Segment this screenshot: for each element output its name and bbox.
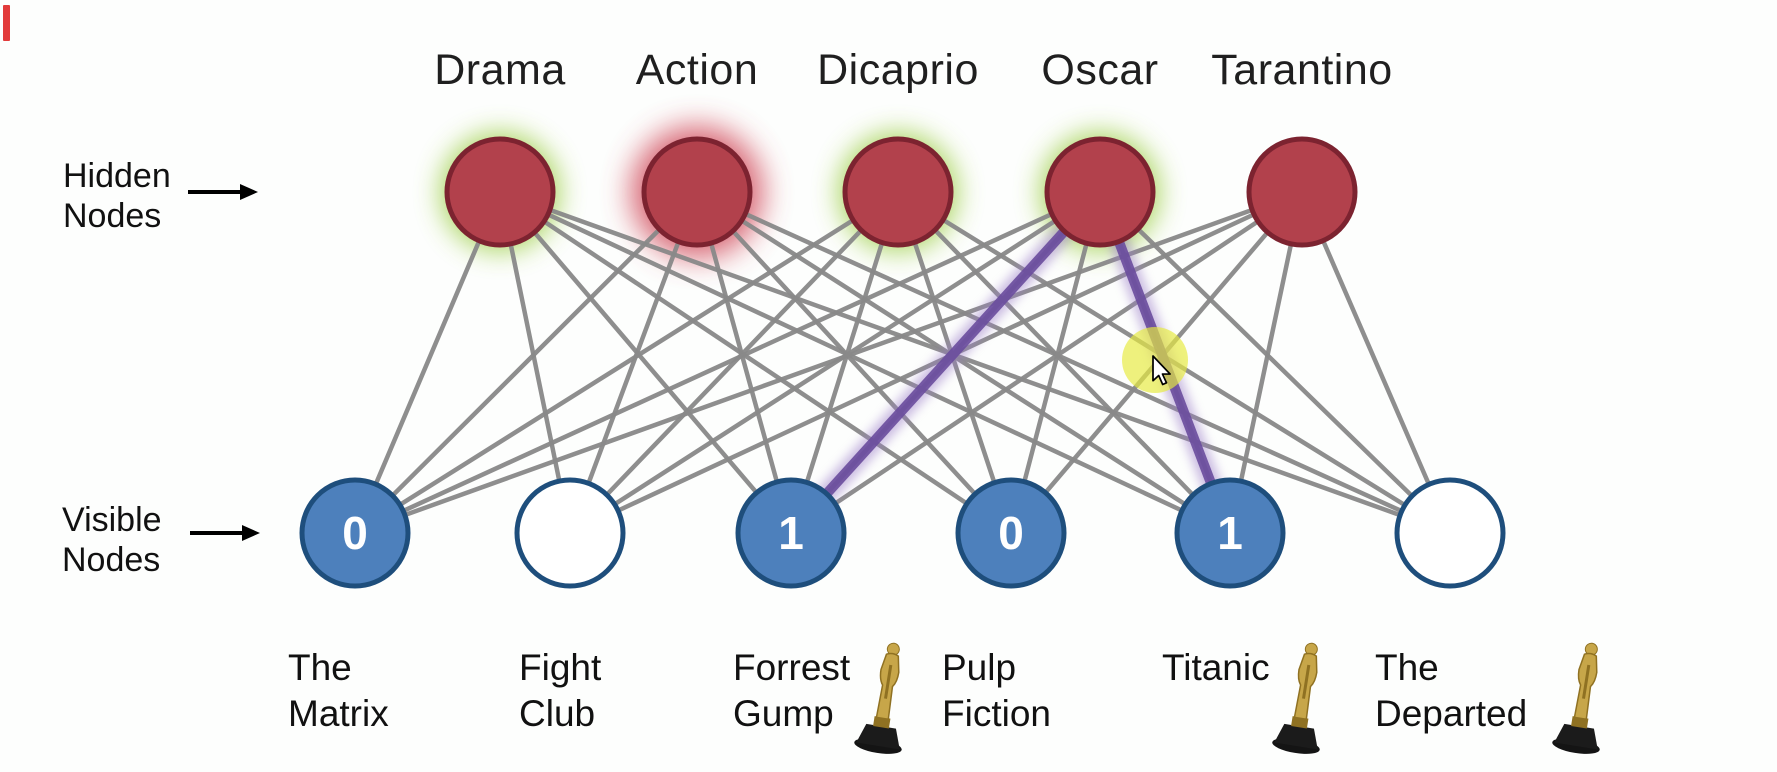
edge-drama-forrest-gump bbox=[497, 189, 794, 536]
visible-node-label-pulp-fiction: Pulp Fiction bbox=[942, 645, 1051, 737]
edge-action-forrest-gump bbox=[694, 189, 794, 536]
edge-action-pulp-fiction bbox=[694, 189, 1014, 536]
annotation-line: Nodes bbox=[62, 541, 161, 579]
visible-node-label-the-matrix: The Matrix bbox=[288, 645, 389, 737]
label-line: Club bbox=[519, 693, 596, 734]
arrow-head bbox=[240, 184, 258, 200]
hidden-node-action bbox=[641, 136, 753, 248]
edge-action-fight-club bbox=[567, 189, 700, 536]
edge-action-the-matrix bbox=[352, 189, 700, 536]
edge-dicaprio-fight-club bbox=[567, 189, 901, 536]
edge-tarantino-titanic bbox=[1227, 189, 1305, 536]
visible-node-label-fight-club: Fight Club bbox=[519, 645, 601, 737]
oscar-trophy-icon-titanic bbox=[1272, 642, 1320, 754]
annotation-line: Hidden bbox=[63, 157, 171, 195]
visible-node-pulp-fiction bbox=[955, 477, 1067, 589]
visible-node-label-forrest-gump: Forrest Gump bbox=[733, 645, 850, 737]
edge-tarantino-the-matrix bbox=[352, 189, 1305, 536]
hidden-node-label-oscar: Oscar bbox=[1041, 46, 1159, 94]
oscar-trophy-icon-forrest-gump bbox=[854, 642, 902, 754]
trophy-base-cone bbox=[1274, 723, 1318, 750]
label-line: Pulp bbox=[942, 647, 1017, 688]
hidden-node-oscar bbox=[1044, 136, 1156, 248]
edge-dicaprio-the-matrix bbox=[352, 189, 901, 536]
hidden-node-drama bbox=[444, 136, 556, 248]
edge-oscar-pulp-fiction bbox=[1008, 189, 1103, 536]
label-line: Matrix bbox=[288, 693, 389, 734]
edge-tarantino-forrest-gump bbox=[788, 189, 1305, 536]
edge-oscar-the-departed bbox=[1097, 189, 1453, 536]
visible-node-label-titanic: Titanic bbox=[1162, 645, 1270, 691]
arrow-head bbox=[242, 525, 260, 541]
cursor-arrow-path bbox=[1152, 355, 1171, 386]
mouse-arrow-cursor-icon bbox=[1152, 355, 1171, 386]
annotation-line: Nodes bbox=[63, 197, 162, 235]
edge-drama-titanic bbox=[497, 189, 1233, 536]
hidden-nodes-annotation: Hidden Nodes bbox=[63, 156, 171, 236]
hidden-node-label-dicaprio: Dicaprio bbox=[817, 46, 979, 94]
hidden-node-label-tarantino: Tarantino bbox=[1211, 46, 1393, 94]
label-line: The bbox=[288, 647, 352, 688]
visible-node-the-departed bbox=[1394, 477, 1506, 589]
hidden-node-label-drama: Drama bbox=[434, 46, 566, 94]
label-line: Gump bbox=[733, 693, 834, 734]
edge-oscar-the-matrix bbox=[352, 189, 1103, 536]
hidden-node-dicaprio bbox=[842, 136, 954, 248]
edge-dicaprio-forrest-gump bbox=[788, 189, 901, 536]
hidden-nodes-arrow-icon bbox=[188, 184, 258, 200]
annotation-line: Visible bbox=[62, 501, 162, 539]
node-value-titanic: 1 bbox=[1217, 507, 1243, 559]
label-line: The bbox=[1375, 647, 1439, 688]
trophy-sword bbox=[1302, 664, 1311, 699]
edge-action-titanic bbox=[694, 189, 1233, 536]
trophy-base-cone bbox=[856, 723, 900, 750]
visible-node-the-matrix bbox=[299, 477, 411, 589]
visible-nodes-arrow-icon bbox=[190, 525, 260, 541]
edge-drama-the-departed bbox=[497, 189, 1453, 536]
visible-node-forrest-gump bbox=[735, 477, 847, 589]
label-line: Forrest bbox=[733, 647, 851, 688]
trophy-sword bbox=[1582, 664, 1591, 699]
label-line: Departed bbox=[1375, 693, 1528, 734]
edge-tarantino-the-departed bbox=[1299, 189, 1453, 536]
label-line: Titanic bbox=[1162, 647, 1270, 688]
node-value-the-matrix: 0 bbox=[342, 507, 368, 559]
trophy-base-cone bbox=[1554, 723, 1598, 750]
edge-dicaprio-titanic bbox=[895, 189, 1233, 536]
visible-node-label-the-departed: The Departed bbox=[1375, 645, 1527, 737]
visible-node-titanic bbox=[1174, 477, 1286, 589]
node-value-forrest-gump: 1 bbox=[778, 507, 804, 559]
edge-drama-pulp-fiction bbox=[497, 189, 1014, 536]
label-line: Fiction bbox=[942, 693, 1051, 734]
hidden-node-label-action: Action bbox=[635, 46, 759, 94]
hidden-node-tarantino bbox=[1246, 136, 1358, 248]
highlighted-edge-oscar-forrest-gump bbox=[786, 187, 1105, 538]
node-value-pulp-fiction: 0 bbox=[998, 507, 1024, 559]
edge-drama-fight-club bbox=[497, 189, 573, 536]
red-marker bbox=[3, 5, 10, 41]
visible-node-fight-club bbox=[514, 477, 626, 589]
edge-drama-the-matrix bbox=[352, 189, 503, 536]
label-line: Fight bbox=[519, 647, 602, 688]
trophy-sword bbox=[884, 664, 893, 699]
oscar-trophy-icon-the-departed bbox=[1552, 642, 1600, 754]
visible-nodes-annotation: Visible Nodes bbox=[62, 500, 162, 580]
edge-action-the-departed bbox=[694, 189, 1453, 536]
